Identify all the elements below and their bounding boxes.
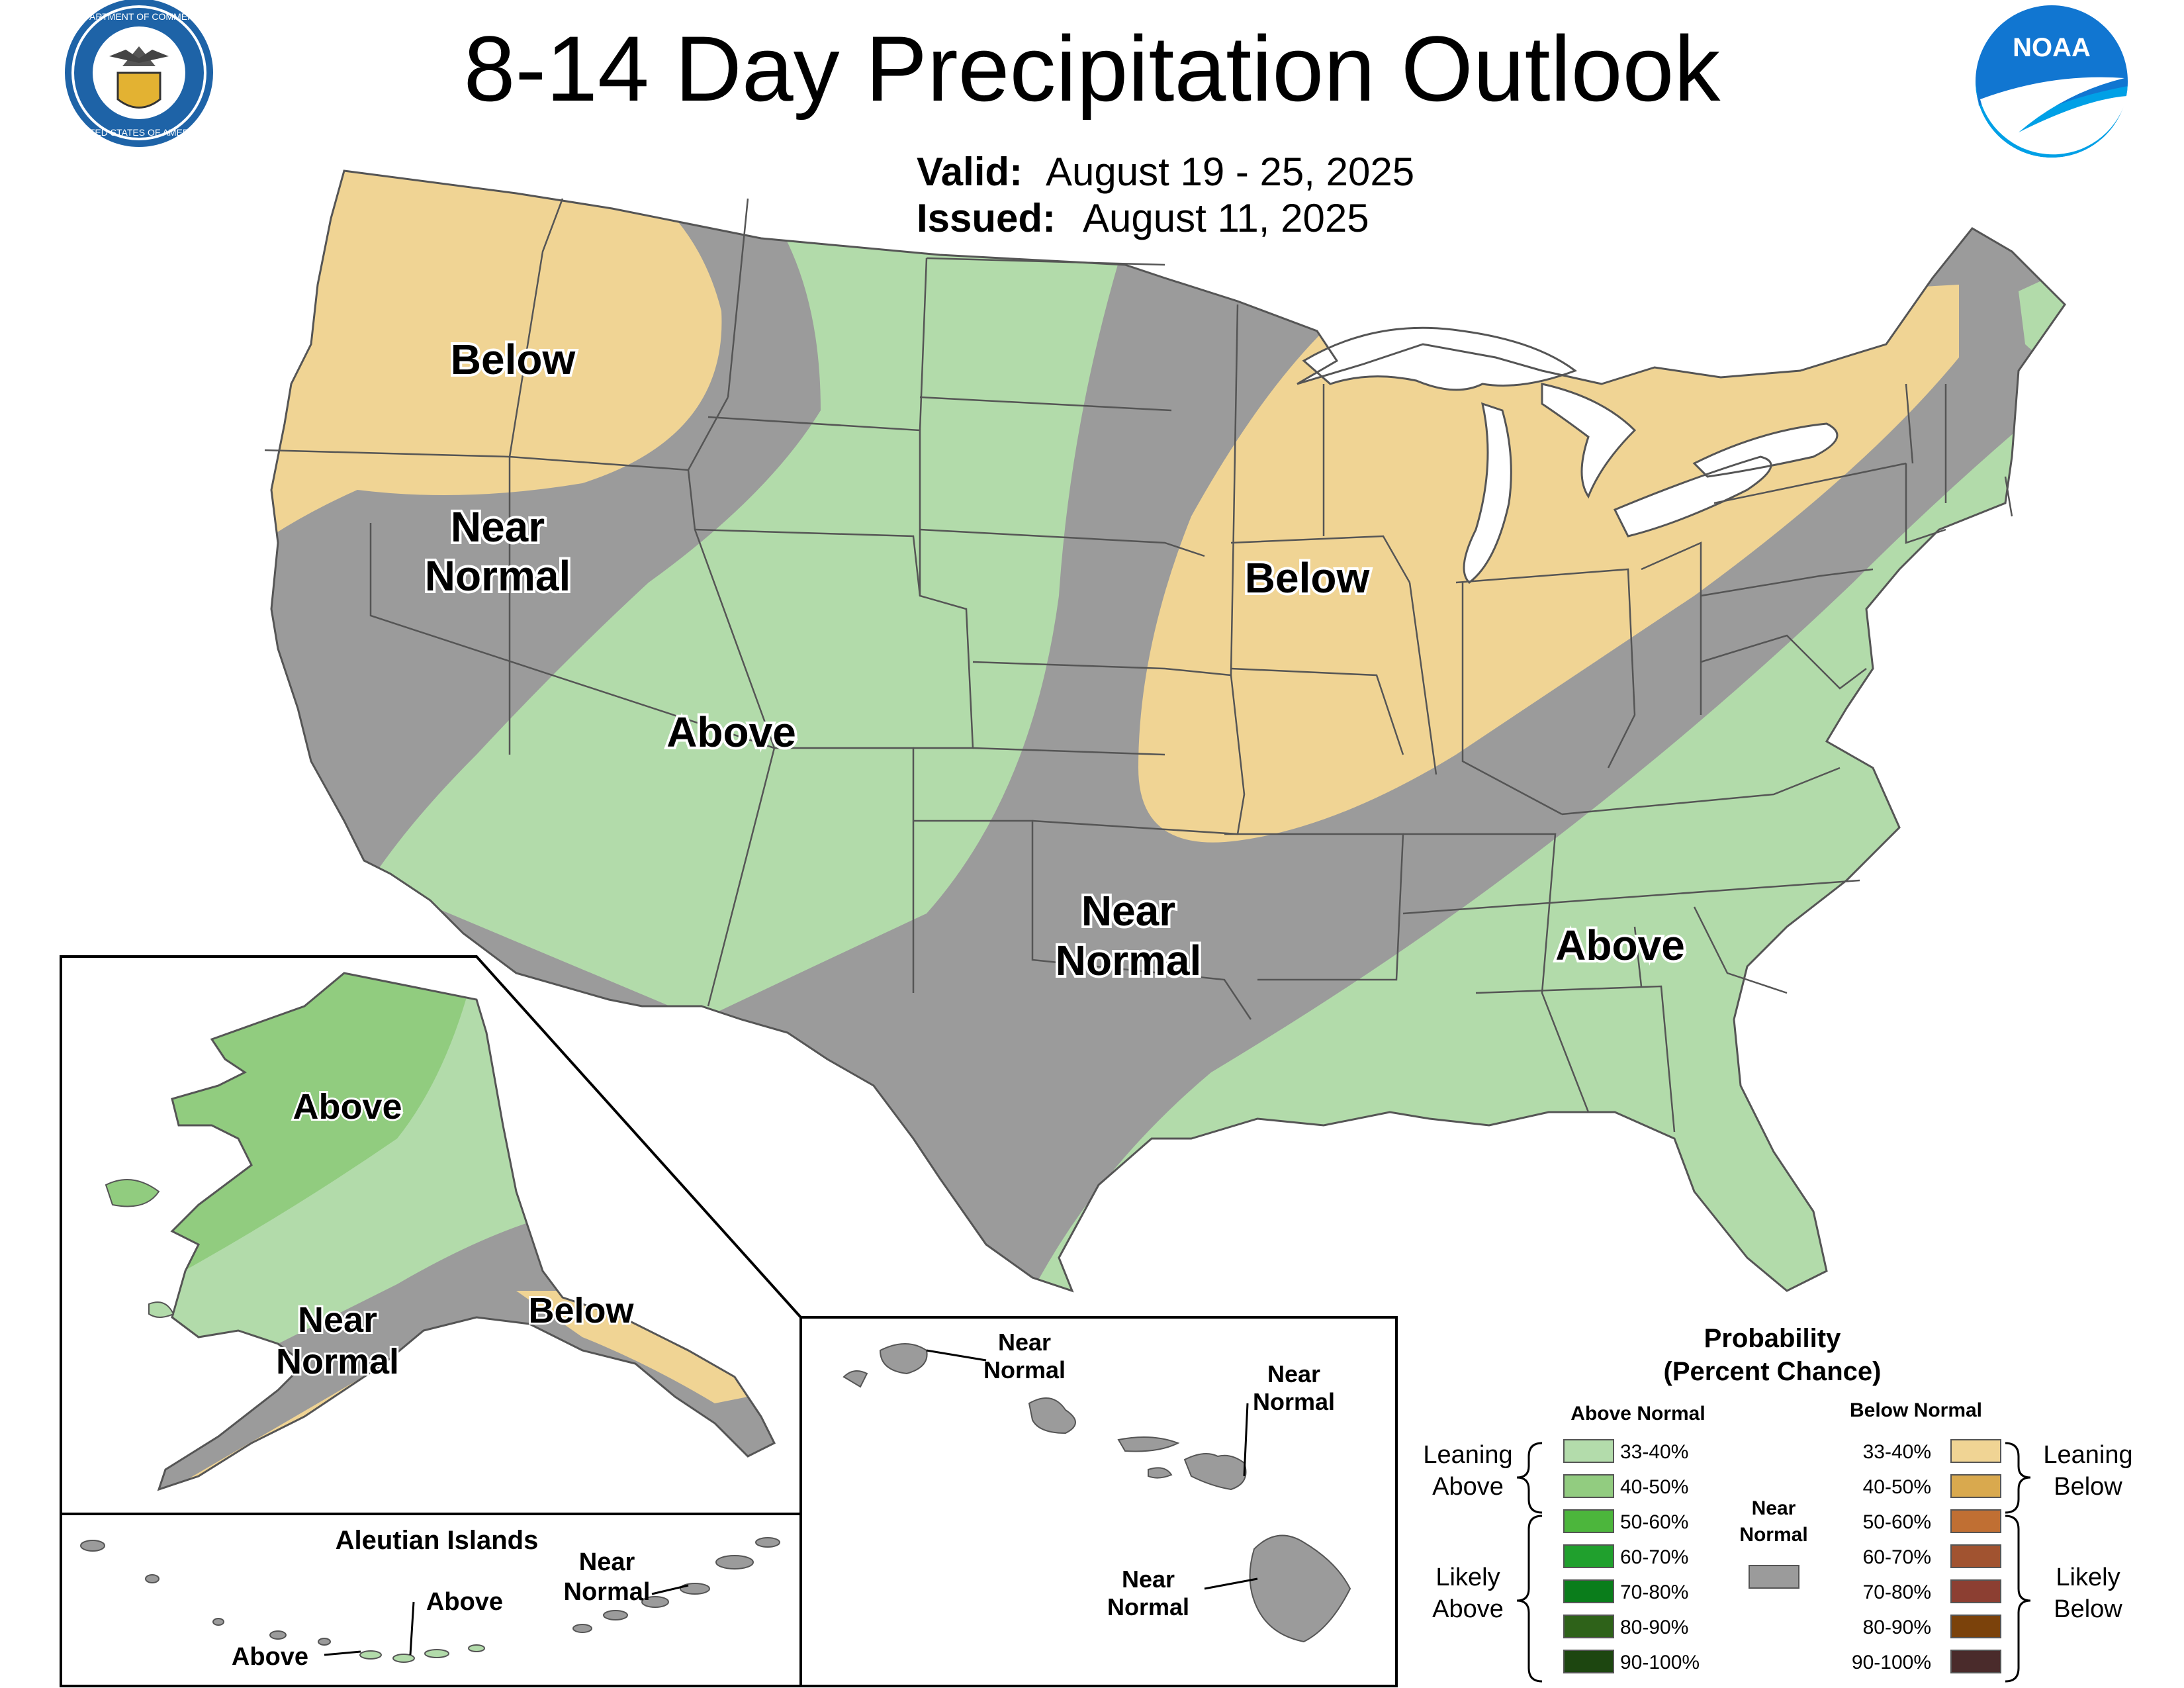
label-midwest-below: Below — [1245, 554, 1370, 602]
legend-below-swatch — [1950, 1509, 2001, 1533]
legend: Probability (Percent Chance) Above Norma… — [1423, 1324, 2133, 1683]
legend-leaning-above-1: Leaning — [1423, 1441, 1512, 1469]
label-west-near-2: Normal — [425, 552, 571, 600]
label-south-near-2: Normal — [1056, 937, 1202, 984]
seal-text-top: DEPARTMENT OF COMMERCE — [71, 11, 206, 22]
hawaii-inset: Near Normal Near Normal Near Normal — [799, 1316, 1398, 1687]
legend-likely-above-1: Likely — [1435, 1564, 1500, 1591]
ak-label-near-1: Near — [298, 1300, 377, 1340]
legend-near-2: Normal — [1739, 1524, 1807, 1546]
legend-above-swatch — [1563, 1650, 1614, 1673]
legend-below-header: Below Normal — [1850, 1399, 1982, 1421]
legend-above-swatch — [1563, 1509, 1614, 1533]
legend-below-range: 33-40% — [1863, 1441, 1931, 1463]
legend-leaning-above-2: Above — [1432, 1473, 1504, 1501]
valid-value: August 19 - 25, 2025 — [1046, 150, 1414, 194]
ak-label-above: Above — [293, 1087, 402, 1127]
legend-above-rows: 33-40% 40-50% 50-60% 60-70% 70-80% 80-90% 90-1… — [1563, 1439, 1700, 1673]
aleutian-inset: Aleutian Islands Above Abov — [60, 1513, 802, 1687]
legend-above-range: 90-100% — [1620, 1652, 1700, 1673]
legend-title-1: Probability — [1704, 1324, 1841, 1353]
seal-text-bottom: UNITED STATES OF AMERICA — [73, 127, 205, 138]
legend-below-swatch — [1950, 1650, 2001, 1673]
noaa-logo-text: NOAA — [2013, 33, 2091, 62]
hi-big-near-2: Normal — [1107, 1593, 1189, 1620]
legend-likely-below-1: Likely — [2056, 1564, 2120, 1591]
legend-above-range: 40-50% — [1620, 1476, 1688, 1498]
legend-below-rows: 33-40% 40-50% 50-60% 60-70% 70-80% 80-90% 90-1… — [1852, 1439, 2001, 1673]
legend-near-swatch — [1749, 1565, 1799, 1589]
legend-above-swatch — [1563, 1474, 1614, 1498]
label-nw-below: Below — [451, 336, 576, 383]
label-west-near-1: Near — [451, 503, 545, 551]
aleutian-above-2: Above — [426, 1588, 503, 1616]
valid-label: Valid: — [917, 150, 1023, 194]
legend-above-range: 33-40% — [1620, 1441, 1688, 1463]
label-south-near-1: Near — [1081, 887, 1175, 935]
issued-value: August 11, 2025 — [1083, 196, 1369, 240]
legend-below-range: 60-70% — [1863, 1546, 1931, 1568]
legend-likely-below-2: Below — [2054, 1595, 2122, 1623]
alaska-inset: Above Near Normal Below — [60, 955, 802, 1515]
page-title: 8-14 Day Precipitation Outlook — [464, 17, 1721, 120]
aleutian-title: Aleutian Islands — [336, 1526, 539, 1555]
legend-below-swatch — [1950, 1544, 2001, 1568]
ak-label-near-2: Normal — [276, 1342, 399, 1382]
legend-below-swatch — [1950, 1474, 2001, 1498]
legend-above-swatch — [1563, 1579, 1614, 1603]
legend-below-range: 50-60% — [1863, 1511, 1931, 1533]
aleutian-above-1: Above — [232, 1643, 308, 1671]
hi-maui-near-1: Near — [1267, 1360, 1320, 1387]
hi-big-near-1: Near — [1122, 1566, 1175, 1593]
legend-below-range: 70-80% — [1863, 1581, 1931, 1603]
aleutian-near-2: Normal — [564, 1578, 651, 1606]
legend-above-header: Above Normal — [1570, 1403, 1705, 1425]
legend-above-range: 80-90% — [1620, 1617, 1688, 1638]
hi-kauai-near-1: Near — [998, 1329, 1051, 1356]
legend-likely-above-2: Above — [1432, 1595, 1504, 1623]
legend-leaning-below-2: Below — [2054, 1473, 2122, 1501]
hi-maui-near-2: Normal — [1253, 1388, 1335, 1415]
legend-above-swatch — [1563, 1544, 1614, 1568]
legend-above-range: 60-70% — [1620, 1546, 1688, 1568]
legend-above-range: 50-60% — [1620, 1511, 1688, 1533]
noaa-logo-icon: NOAA — [1976, 5, 2128, 158]
legend-below-swatch — [1950, 1579, 2001, 1603]
legend-below-swatch — [1950, 1439, 2001, 1463]
aleutian-near-1: Near — [579, 1548, 635, 1576]
ak-label-below: Below — [528, 1291, 634, 1331]
label-sw-above: Above — [666, 708, 796, 756]
legend-below-range: 90-100% — [1852, 1652, 1931, 1673]
issued-label: Issued: — [917, 196, 1056, 240]
legend-below-swatch — [1950, 1615, 2001, 1638]
legend-title-2: (Percent Chance) — [1664, 1357, 1882, 1386]
label-se-above: Above — [1555, 921, 1685, 969]
commerce-seal-icon: DEPARTMENT OF COMMERCE UNITED STATES OF … — [65, 0, 213, 147]
legend-above-swatch — [1563, 1615, 1614, 1638]
legend-near-1: Near — [1752, 1497, 1796, 1519]
region-west-above — [371, 199, 1138, 1019]
legend-above-swatch — [1563, 1439, 1614, 1463]
region-nw-below — [271, 171, 722, 549]
great-lakes — [1302, 326, 1839, 584]
legend-below-range: 40-50% — [1863, 1476, 1931, 1498]
legend-leaning-below-1: Leaning — [2043, 1441, 2132, 1469]
hi-kauai-near-2: Normal — [983, 1356, 1066, 1383]
legend-below-range: 80-90% — [1863, 1617, 1931, 1638]
legend-above-range: 70-80% — [1620, 1581, 1688, 1603]
